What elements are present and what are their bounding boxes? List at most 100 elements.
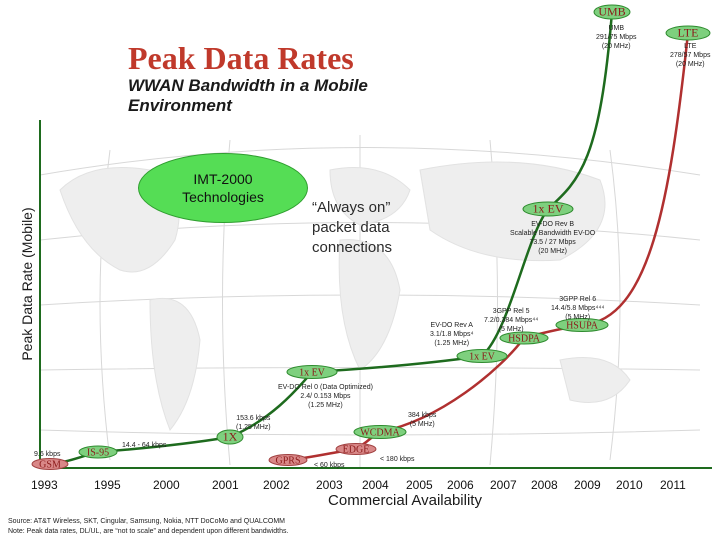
annotation-gsm: 9.6 kbps xyxy=(34,451,61,458)
x-tick: 2011 xyxy=(660,478,686,492)
tech-node-shape xyxy=(268,454,308,466)
tech-node-label: WCDMA xyxy=(360,428,400,439)
tech-node-shape xyxy=(456,349,508,363)
annotation-wcdma: 384 kbps (5 MHz) xyxy=(408,411,436,429)
tech-node-label: HSDPA xyxy=(508,334,541,345)
tech-node-shape xyxy=(555,318,609,332)
x-tick: 2008 xyxy=(531,478,558,492)
annotation-hsupa-line-2: 14.4/5.8 Mbps⁴⁴⁴ xyxy=(551,305,605,312)
tech-node-shape xyxy=(499,331,549,345)
annotation-ev-revb-line-1: EV-DO Rev B xyxy=(531,221,574,228)
x-tick: 2009 xyxy=(574,478,601,492)
tech-node: WCDMA xyxy=(353,425,407,439)
tech-node-label: 1x EV xyxy=(533,202,564,216)
tech-node-label: 1x EV xyxy=(299,368,326,379)
tech-node-shape xyxy=(353,425,407,439)
y-axis-label: Peak Data Rate (Mobile) xyxy=(19,207,35,361)
tech-node: IS-95 xyxy=(78,445,118,459)
tech-node: 1x EV xyxy=(522,201,574,217)
footnote-source: Source: AT&T Wireless, SKT, Cingular, Sa… xyxy=(8,518,285,525)
x-tick: 1993 xyxy=(31,478,58,492)
annotation-umb-line-1: UMB xyxy=(608,25,625,32)
annotation-lte-line-2: 278/57 Mbps xyxy=(670,52,711,59)
annotation-edge: < 180 kbps xyxy=(380,456,415,463)
annotation-ev-reva-line-3: (1.25 MHz) xyxy=(434,340,470,347)
footnote-note: Note: Peak data rates, DL/UL, are “not t… xyxy=(8,528,289,535)
annotation-ev-reva-line-2: 3.1/1.8 Mbps⁴ xyxy=(430,331,474,338)
annotation-hsdpa-line-2: 7.2/0.384 Mbps⁴⁴ xyxy=(484,317,539,324)
tech-node: GPRS xyxy=(268,454,308,467)
tech-node-shape xyxy=(665,25,711,41)
x-tick: 2006 xyxy=(447,478,474,492)
annotation-umb-line-2: 291/75 Mbps xyxy=(596,34,637,41)
annotation-wcdma-band: (5 MHz) xyxy=(409,421,435,428)
tech-node: HSUPA xyxy=(555,318,609,332)
annotation-hsdpa-line-3: (5 MHz) xyxy=(498,326,524,333)
tech-node-label: LTE xyxy=(678,26,699,40)
annotation-gprs: < 60 kbps xyxy=(314,462,345,469)
annotation-ev-rel0-line-3: (1.25 MHz) xyxy=(308,402,343,409)
annotation-ev-revb-line-2: Scalable Bandwidth EV-DO xyxy=(510,230,596,237)
evolution-path-cdma xyxy=(49,11,614,466)
tech-node-shape xyxy=(31,458,69,470)
subtitle-line-1: WWAN Bandwidth in a Mobile xyxy=(128,76,368,95)
always-on-line-1: “Always on” xyxy=(312,199,391,216)
imt-line-2: Technologies xyxy=(182,189,264,205)
tech-node: LTE xyxy=(665,25,711,41)
tech-node-shape xyxy=(335,443,377,455)
tech-node: 1x EV xyxy=(286,365,338,379)
tech-node-shape xyxy=(78,445,118,459)
x-tick: 2000 xyxy=(153,478,180,492)
tech-node: HSDPA xyxy=(499,331,549,345)
annotation-is95: 14.4 - 64 kbps xyxy=(122,442,167,449)
annotation-umb-line-3: (20 MHz) xyxy=(601,43,631,50)
tech-node-shape xyxy=(286,365,338,379)
x-axis-label: Commercial Availability xyxy=(328,492,482,509)
annotation-lte-line-3: (20 MHz) xyxy=(675,61,705,68)
tech-node: EDGE xyxy=(335,443,377,456)
annotation-ev-revb-line-4: (20 MHz) xyxy=(538,248,567,255)
tech-node-label: 1x EV xyxy=(469,352,496,363)
tech-node-label: HSUPA xyxy=(566,321,599,332)
tech-node-label: IS-95 xyxy=(87,448,109,459)
tech-node-shape xyxy=(216,429,244,445)
tech-node-shape xyxy=(522,201,574,217)
annotation-ev-revb-line-3: 73.5 / 27 Mbps xyxy=(529,239,576,246)
annotation-hsdpa-line-1: 3GPP Rel 5 xyxy=(492,308,530,315)
always-on-line-3: connections xyxy=(312,239,393,256)
always-on-text: “Always on” packet data connections xyxy=(312,198,392,258)
tech-node-label: GPRS xyxy=(275,456,300,467)
annotation-hsupa: 3GPP Rel 6 14.4/5.8 Mbps⁴⁴⁴ (5 MHz) xyxy=(551,295,604,322)
annotation-ev-reva-line-1: EV-DO Rev A xyxy=(430,322,473,329)
tech-node: UMB xyxy=(593,4,631,20)
always-on-line-2: packet data xyxy=(312,219,390,236)
annotation-1x-rate: 153.6 kbps xyxy=(236,415,271,422)
x-tick: 2003 xyxy=(316,478,343,492)
x-tick: 2005 xyxy=(406,478,433,492)
x-tick: 2001 xyxy=(212,478,239,492)
annotation-ev-rel0-line-2: 2.4/ 0.153 Mbps xyxy=(300,393,351,400)
imt-2000-bubble: IMT-2000 Technologies xyxy=(138,153,308,223)
x-tick: 2002 xyxy=(263,478,290,492)
annotation-hsdpa: 3GPP Rel 5 7.2/0.384 Mbps⁴⁴ (5 MHz) xyxy=(484,307,538,334)
page-title: Peak Data Rates xyxy=(128,40,354,76)
annotation-1x: 153.6 kbps (1.25 MHz) xyxy=(236,414,271,432)
annotation-ev-rel0-line-1: EV-DO Rel 0 (Data Optimized) xyxy=(278,384,373,391)
annotation-ev-rel0: EV-DO Rel 0 (Data Optimized) 2.4/ 0.153 … xyxy=(278,383,373,410)
annotation-ev-revb: EV-DO Rev B Scalable Bandwidth EV-DO 73.… xyxy=(510,220,595,256)
annotation-hsupa-line-1: 3GPP Rel 6 xyxy=(559,296,597,303)
tech-node-shape xyxy=(593,4,631,20)
page-subtitle: WWAN Bandwidth in a Mobile Environment xyxy=(128,76,368,116)
imt-line-1: IMT-2000 xyxy=(193,171,253,187)
x-tick: 2004 xyxy=(362,478,389,492)
annotation-lte: LTE 278/57 Mbps (20 MHz) xyxy=(670,42,710,69)
tech-node-label: 1X xyxy=(223,430,238,444)
annotation-wcdma-rate: 384 kbps xyxy=(408,412,437,419)
tech-node-label: UMB xyxy=(598,5,625,19)
subtitle-line-2: Environment xyxy=(128,96,232,115)
tech-node: 1x EV xyxy=(456,349,508,363)
tech-node: 1X xyxy=(216,429,244,445)
x-tick: 1995 xyxy=(94,478,121,492)
